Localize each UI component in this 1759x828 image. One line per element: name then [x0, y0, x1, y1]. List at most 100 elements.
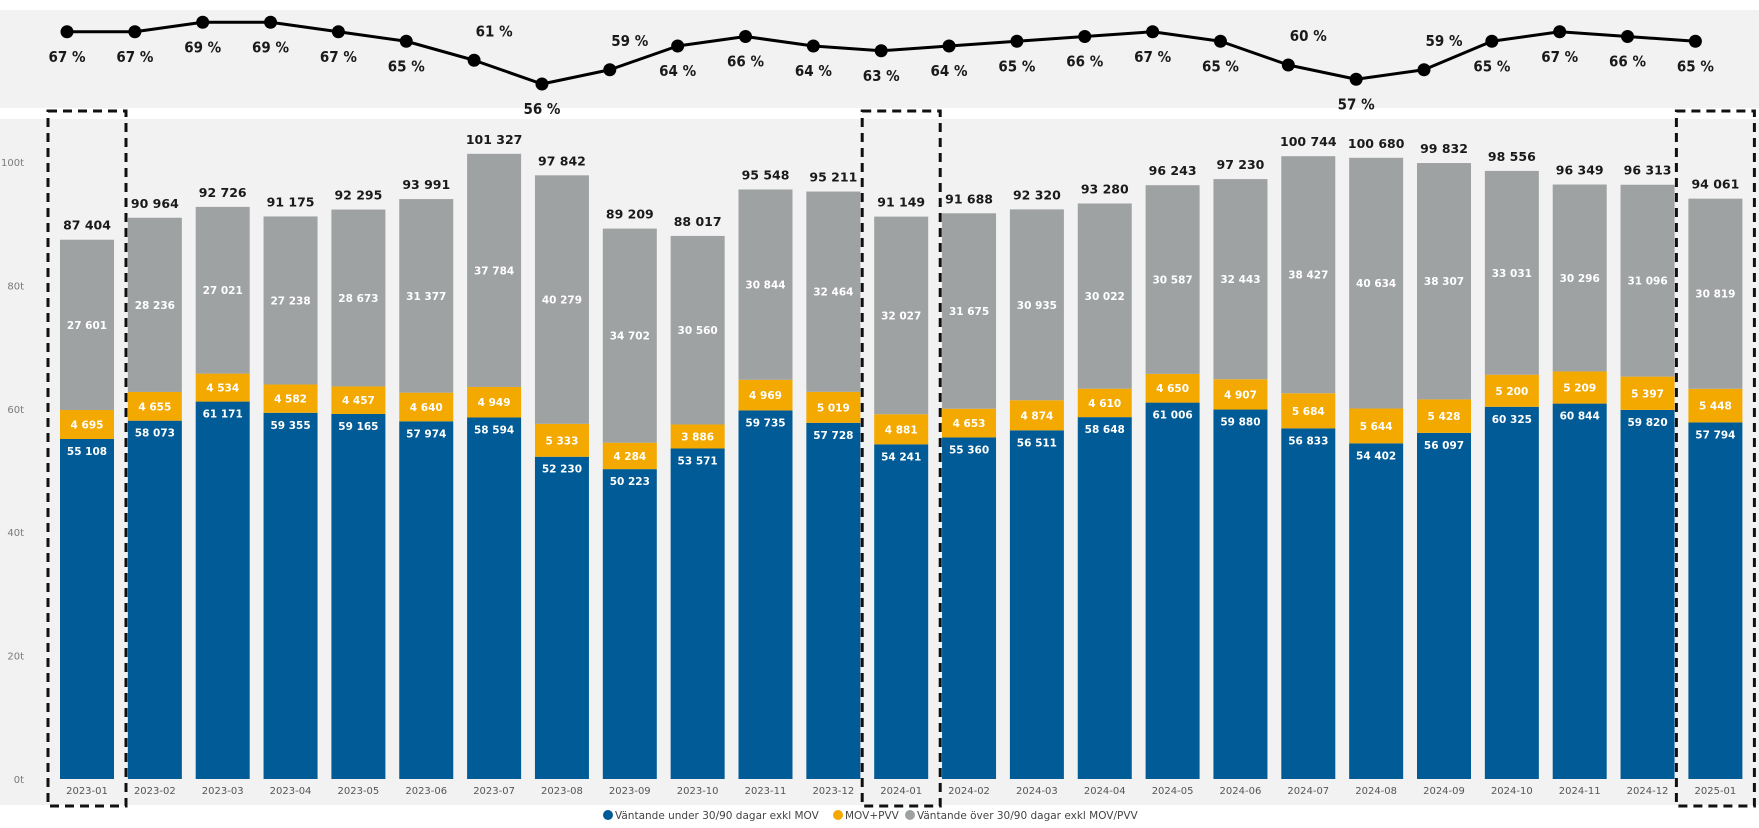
- percent-data-label: 64 %: [659, 62, 696, 80]
- segment-data-label: 4 653: [953, 418, 986, 430]
- line-point: [1281, 58, 1295, 72]
- bar-segment: [1484, 406, 1539, 779]
- line-point: [806, 39, 820, 53]
- bar-total-label: 99 832: [1420, 141, 1468, 156]
- line-point: [1621, 30, 1635, 43]
- bar-segment: [806, 422, 861, 779]
- bar-segment: [60, 239, 114, 411]
- x-tick-label: 2023-12: [812, 786, 854, 797]
- line-point: [603, 63, 617, 77]
- bar-total-label: 96 243: [1149, 163, 1197, 178]
- segment-data-label: 31 096: [1627, 276, 1667, 288]
- bar-segment: [602, 469, 657, 779]
- bar-segment: [195, 206, 250, 374]
- segment-data-label: 30 296: [1560, 273, 1600, 285]
- segment-data-label: 40 634: [1356, 278, 1396, 290]
- legend-marker: [833, 810, 843, 820]
- segment-data-label: 5 200: [1495, 386, 1528, 398]
- legend-label: Väntande under 30/90 dagar exkl MOV: [615, 810, 820, 822]
- percent-data-label: 57 %: [1338, 95, 1375, 113]
- segment-data-label: 4 284: [613, 451, 646, 463]
- bar-segment: [1620, 409, 1675, 779]
- line-point: [399, 34, 413, 48]
- x-tick-label: 2023-03: [202, 786, 244, 797]
- bar-segment: [1688, 388, 1743, 423]
- segment-data-label: 57 794: [1695, 429, 1735, 441]
- bar-segment: [127, 391, 182, 421]
- bar-segment: [942, 408, 997, 438]
- segment-data-label: 4 582: [274, 394, 307, 406]
- percent-data-label: 65 %: [1473, 57, 1510, 75]
- segment-data-label: 31 675: [949, 306, 989, 318]
- segment-data-label: 5 397: [1631, 388, 1664, 400]
- percent-data-label: 64 %: [931, 62, 968, 80]
- segment-data-label: 4 969: [749, 390, 782, 402]
- bar-segment: [263, 412, 318, 779]
- segment-data-label: 53 571: [678, 455, 718, 467]
- line-point: [874, 44, 888, 58]
- highlight-box: [1674, 109, 1756, 808]
- line-point: [1146, 25, 1160, 39]
- segment-data-label: 58 648: [1085, 424, 1125, 436]
- x-tick-label: 2023-02: [134, 786, 176, 797]
- x-tick-label: 2023-09: [609, 786, 651, 797]
- segment-data-label: 61 171: [203, 409, 243, 421]
- x-tick-label: 2024-03: [1016, 786, 1058, 797]
- percent-data-label: 67 %: [1541, 48, 1578, 66]
- x-tick-label: 2023-11: [745, 786, 787, 797]
- segment-data-label: 55 108: [67, 446, 107, 458]
- bar-segment: [738, 379, 793, 411]
- segment-data-label: 50 223: [610, 476, 650, 488]
- bar-segment: [1077, 388, 1132, 418]
- percent-data-label: 59 %: [611, 32, 648, 50]
- bar-total-label: 101 327: [466, 132, 523, 147]
- line-point: [128, 25, 142, 39]
- x-tick-label: 2024-09: [1423, 786, 1465, 797]
- bar-segment: [942, 213, 997, 409]
- bar-segment: [602, 442, 657, 470]
- bar-segment: [670, 448, 725, 779]
- bar-segment: [1281, 156, 1336, 394]
- x-tick-label: 2024-05: [1152, 786, 1194, 797]
- bar-segment: [1281, 428, 1336, 779]
- segment-data-label: 61 006: [1153, 410, 1193, 422]
- line-point: [1349, 72, 1363, 86]
- bar-segment: [1145, 185, 1200, 374]
- bar-segment: [331, 413, 386, 779]
- line-point: [264, 15, 278, 29]
- segment-data-label: 30 587: [1153, 275, 1193, 287]
- bar-segment: [1417, 432, 1471, 779]
- bar-segment: [1077, 203, 1132, 389]
- x-tick-label: 2023-04: [270, 786, 312, 797]
- segment-data-label: 5 684: [1292, 406, 1325, 418]
- x-tick-label: 2023-01: [66, 786, 108, 797]
- percent-data-label: 66 %: [1066, 53, 1103, 71]
- y-tick-label: 40t: [7, 528, 24, 539]
- line-point: [331, 25, 345, 39]
- bar-total-label: 93 280: [1081, 181, 1129, 196]
- bar-total-label: 96 313: [1624, 163, 1672, 178]
- segment-data-label: 59 880: [1220, 417, 1260, 429]
- percent-data-label: 63 %: [863, 67, 900, 85]
- bar-segment: [1484, 170, 1539, 375]
- percent-data-label: 69 %: [252, 38, 289, 56]
- bar-segment: [399, 392, 454, 422]
- bar-total-label: 95 211: [809, 170, 857, 185]
- segment-data-label: 59 355: [270, 420, 310, 432]
- bar-segment: [738, 189, 793, 380]
- percent-data-label: 65 %: [1202, 57, 1239, 75]
- segment-data-label: 55 360: [949, 444, 989, 456]
- bar-segment: [1349, 157, 1404, 409]
- x-tick-label: 2024-07: [1287, 786, 1329, 797]
- segment-data-label: 4 949: [478, 397, 511, 409]
- bar-total-label: 95 548: [742, 167, 790, 182]
- highlight-box: [46, 109, 128, 808]
- bar-segment: [1077, 417, 1132, 779]
- segment-data-label: 4 640: [410, 402, 443, 414]
- segment-data-label: 54 241: [881, 451, 921, 463]
- line-point: [196, 15, 210, 29]
- percent-data-label: 65 %: [1677, 57, 1714, 75]
- line-point: [739, 30, 752, 43]
- segment-data-label: 60 325: [1492, 414, 1532, 426]
